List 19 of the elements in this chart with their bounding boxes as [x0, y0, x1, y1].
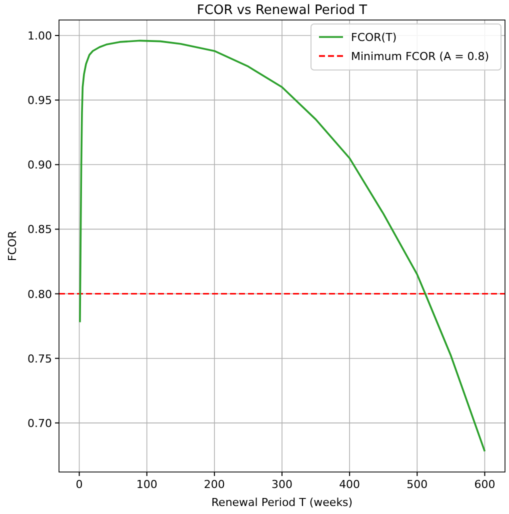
- y-tick-label: 0.75: [28, 352, 52, 366]
- y-tick-label: 0.80: [28, 288, 52, 301]
- x-tick-label: 400: [339, 478, 360, 491]
- legend-label: FCOR(T): [351, 31, 397, 44]
- x-tick-label: 0: [76, 478, 83, 491]
- chart-title: FCOR vs Renewal Period T: [196, 3, 368, 18]
- y-tick-label: 0.95: [28, 94, 52, 108]
- y-tick-label: 0.90: [28, 158, 52, 172]
- legend-label: Minimum FCOR (A = 0.8): [351, 50, 490, 63]
- x-tick-label: 600: [474, 478, 496, 491]
- y-axis-title: FCOR: [6, 230, 19, 262]
- x-axis-title: Renewal Period T (weeks): [211, 496, 353, 509]
- x-tick-label: 300: [272, 478, 292, 491]
- y-tick-label: 0.70: [28, 416, 52, 430]
- x-tick-label: 200: [204, 478, 225, 491]
- y-tick-label: 1.00: [28, 29, 52, 42]
- x-tick-label: 100: [136, 478, 158, 491]
- y-tick-label: 0.85: [28, 223, 52, 236]
- x-tick-label: 500: [406, 478, 428, 491]
